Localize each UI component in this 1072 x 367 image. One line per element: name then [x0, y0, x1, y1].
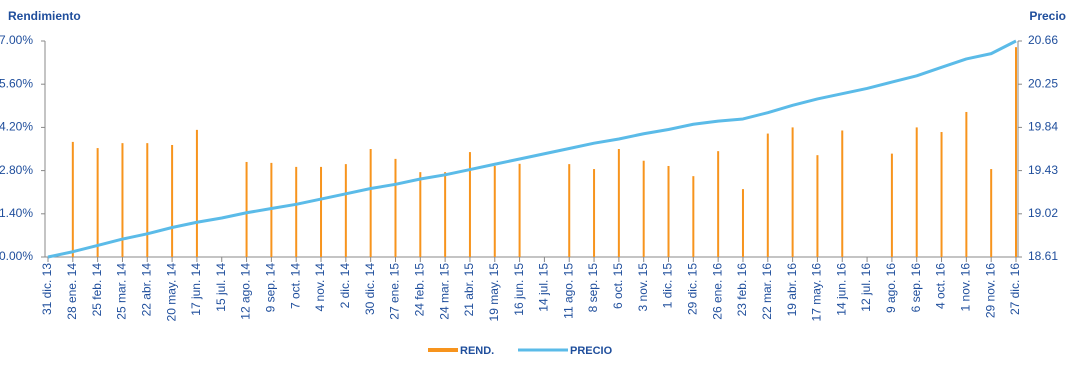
bar [369, 149, 372, 257]
y-tick-label: 5.60% [0, 76, 33, 90]
bar [444, 172, 447, 257]
x-tick-label: 6 sep. 16 [909, 263, 923, 313]
bar [146, 143, 149, 257]
bar [96, 148, 99, 257]
bar [171, 144, 174, 257]
x-tick-label: 6 oct. 15 [611, 263, 625, 309]
bar [568, 164, 571, 257]
y-tick-label: 7.00% [0, 33, 33, 47]
bar [245, 161, 248, 257]
bar [493, 165, 496, 257]
x-tick-label: 25 mar. 14 [115, 263, 129, 320]
x-tick-label: 30 dic. 14 [363, 263, 377, 315]
bar [121, 143, 124, 257]
x-tick-label: 22 mar. 16 [760, 263, 774, 320]
bar [320, 166, 323, 257]
bar [195, 129, 198, 257]
x-tick-label: 28 ene. 14 [65, 263, 79, 320]
x-tick-label: 27 dic. 16 [1008, 263, 1022, 315]
bar [766, 133, 769, 257]
bar [841, 130, 844, 257]
x-tick-label: 1 dic. 15 [661, 263, 675, 309]
bar [344, 164, 347, 257]
x-tick-label: 9 ago. 16 [884, 263, 898, 313]
bar [1015, 47, 1017, 257]
x-tick-label: 14 jun. 16 [834, 263, 848, 316]
y-tick-label: 1.40% [0, 206, 33, 220]
bar [419, 172, 422, 257]
x-tick-label: 2 dic. 14 [338, 263, 352, 309]
x-tick-label: 17 jun. 14 [189, 263, 203, 316]
x-tick-label: 12 ago. 14 [239, 263, 253, 320]
x-tick-label: 7 oct. 14 [288, 263, 302, 309]
bar [642, 160, 645, 257]
x-tick-label: 17 may. 16 [810, 263, 824, 322]
x-tick-label: 21 abr. 15 [462, 263, 476, 317]
bar [890, 153, 893, 257]
bar [965, 111, 968, 257]
bar [71, 141, 74, 257]
x-tick-label: 3 nov. 15 [636, 263, 650, 312]
bar [593, 169, 596, 257]
y2-axis-title: Precio [1029, 9, 1066, 23]
x-tick-label: 20 may. 14 [164, 263, 178, 322]
legend-swatch [428, 348, 458, 352]
x-tick-label: 11 ago. 15 [561, 263, 575, 319]
x-tick-label: 4 oct. 16 [934, 263, 948, 309]
bar [468, 152, 471, 257]
y-tick-label: 0.00% [0, 249, 33, 263]
bar [717, 151, 720, 257]
x-tick-label: 16 jun. 15 [512, 263, 526, 316]
bar [816, 155, 819, 257]
bar [692, 176, 695, 257]
y-tick-label: 4.20% [0, 120, 33, 134]
x-tick-label: 29 nov. 16 [983, 263, 997, 318]
x-tick-label: 4 nov. 14 [313, 263, 327, 312]
x-tick-label: 25 feb. 14 [90, 263, 104, 317]
price-line [47, 39, 1017, 259]
x-tick-label: 26 ene. 16 [710, 263, 724, 320]
y2-tick-label: 19.43 [1028, 163, 1058, 177]
bar [617, 149, 620, 257]
y2-tick-label: 18.61 [1028, 249, 1058, 263]
bar [990, 169, 993, 257]
x-tick-label: 15 jul. 14 [214, 263, 228, 312]
y2-tick-label: 19.02 [1028, 206, 1058, 220]
bar [940, 132, 943, 257]
y-tick-label: 2.80% [0, 163, 33, 177]
x-tick-label: 27 ene. 15 [388, 263, 402, 320]
y2-tick-label: 20.66 [1028, 33, 1058, 47]
x-tick-label: 29 dic. 15 [686, 263, 700, 315]
bar [667, 165, 670, 257]
x-tick-label: 23 feb. 16 [735, 263, 749, 317]
bar [518, 163, 521, 257]
bar [741, 189, 744, 257]
x-tick-label: 19 may. 15 [487, 263, 501, 322]
x-tick-label: 31 dic. 13 [40, 263, 54, 315]
y2-tick-label: 20.25 [1028, 76, 1058, 90]
y2-tick-label: 19.84 [1028, 120, 1058, 134]
x-tick-label: 24 feb. 15 [412, 263, 426, 317]
x-tick-label: 24 mar. 15 [437, 263, 451, 320]
x-tick-label: 9 sep. 14 [264, 263, 278, 313]
legend-label: REND. [460, 345, 494, 357]
x-tick-label: 19 abr. 16 [785, 263, 799, 317]
bar [915, 127, 918, 258]
legend-label: PRECIO [570, 345, 613, 357]
x-tick-label: 8 sep. 15 [586, 263, 600, 313]
x-tick-label: 1 nov. 16 [959, 263, 973, 312]
x-tick-label: 14 jul. 15 [537, 263, 551, 312]
y-axis-title: Rendimiento [8, 9, 81, 23]
bar [394, 158, 397, 257]
bar [295, 166, 298, 257]
x-tick-label: 22 abr. 14 [139, 263, 153, 317]
x-tick-label: 12 jul. 16 [859, 263, 873, 312]
bar [791, 127, 794, 258]
